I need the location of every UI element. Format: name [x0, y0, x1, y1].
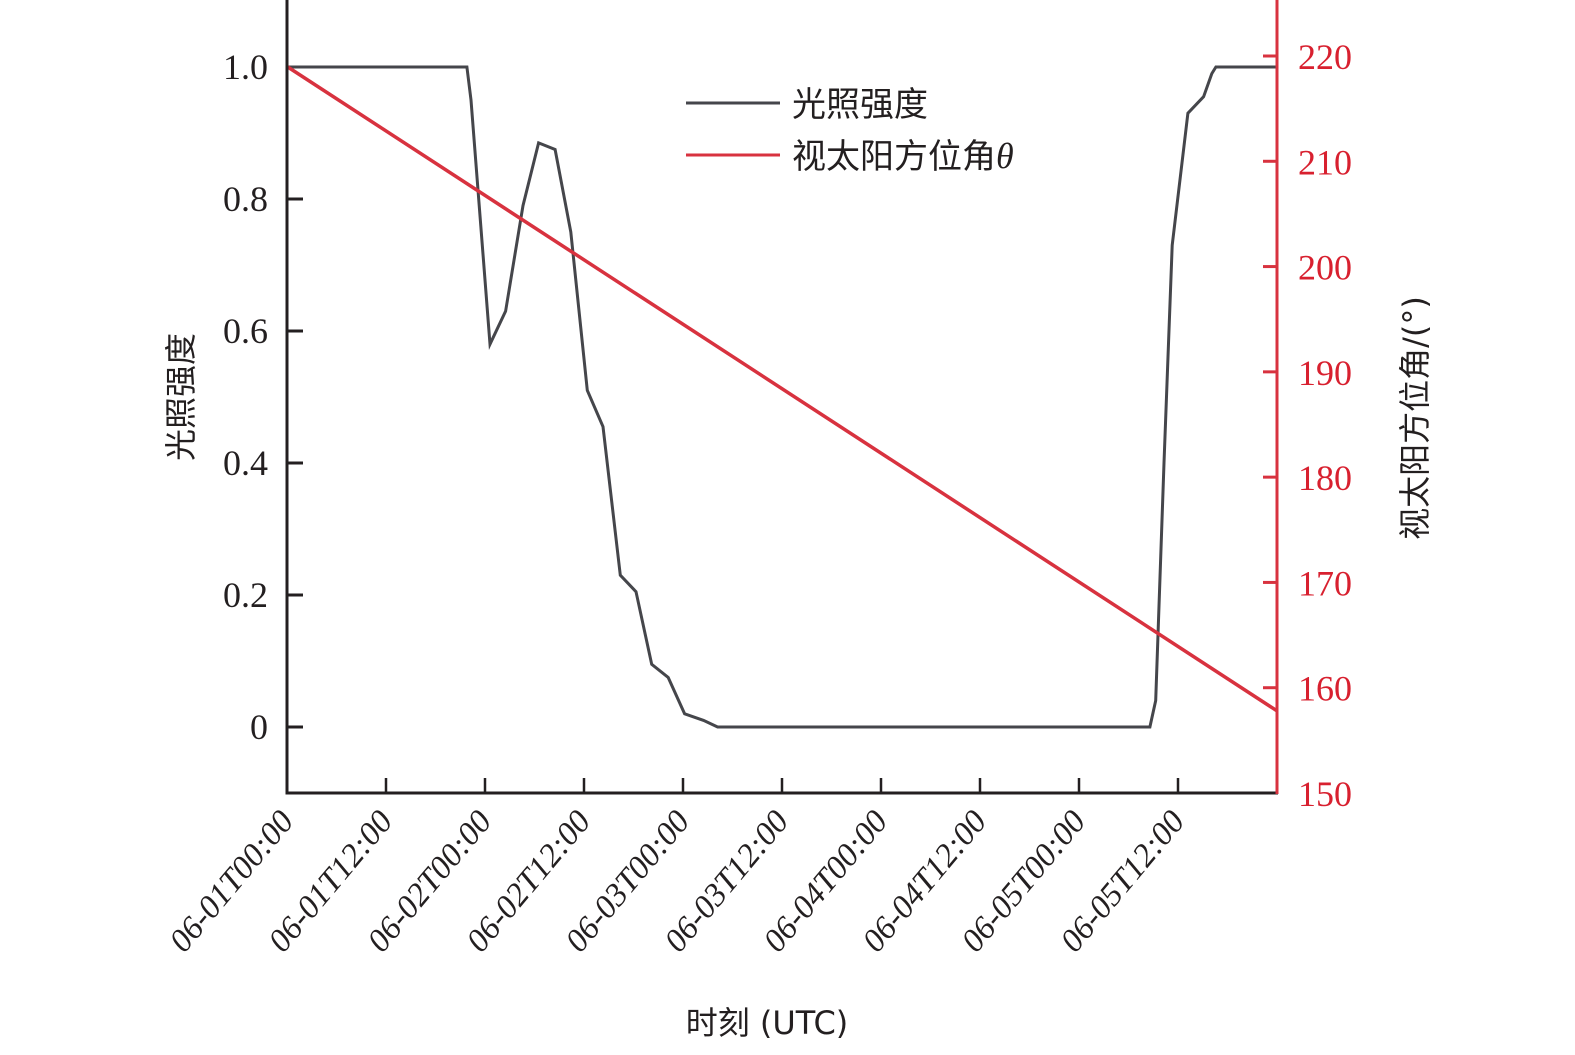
left-y-axis-title: 光照强度 — [162, 333, 200, 461]
right-y-axis-ticks: 150 160 170 180 190 200 210 220 — [1263, 37, 1352, 814]
right-y-tick-label: 200 — [1298, 248, 1352, 288]
azimuth-line — [286, 65, 1278, 713]
legend-label-azimuth: 视太阳方位角θ — [792, 136, 1014, 177]
left-y-tick-label: 0.4 — [223, 443, 268, 483]
legend: 光照强度 视太阳方位角θ — [686, 85, 1014, 177]
illumination-line — [287, 65, 1277, 729]
right-y-tick-label: 170 — [1298, 563, 1352, 603]
left-y-axis-ticks: 0 0.2 0.4 0.6 0.8 1.0 — [223, 47, 303, 747]
left-y-tick-label: 1.0 — [223, 47, 268, 87]
legend-azimuth-text: 视太阳方位角 — [792, 137, 996, 177]
right-y-tick-label: 160 — [1298, 669, 1352, 709]
left-y-tick-label: 0.6 — [223, 311, 268, 351]
legend-label-illumination: 光照强度 — [792, 85, 928, 125]
right-y-tick-label: 150 — [1298, 774, 1352, 814]
right-y-tick-label: 190 — [1298, 353, 1352, 393]
right-y-tick-label: 220 — [1298, 37, 1352, 77]
right-y-axis-title: 视太阳方位角/(°) — [1396, 296, 1434, 540]
right-y-tick-label: 180 — [1298, 458, 1352, 498]
right-y-tick-label: 210 — [1298, 142, 1352, 182]
left-y-tick-label: 0.8 — [223, 179, 268, 219]
left-y-tick-label: 0.2 — [223, 575, 268, 615]
x-axis-ticks: 06-01T00:0006-01T12:0006-02T00:0006-02T1… — [163, 778, 1192, 959]
plot-area — [286, 65, 1278, 729]
legend-theta-symbol: θ — [996, 136, 1014, 176]
x-axis-title: 时刻 (UTC) — [686, 1004, 849, 1042]
left-y-tick-label: 0 — [250, 707, 268, 747]
